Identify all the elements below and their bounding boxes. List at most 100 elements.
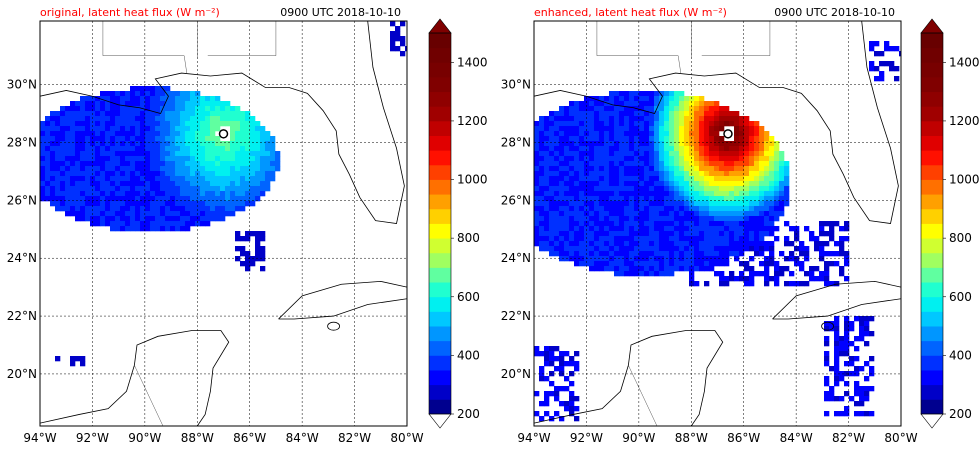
- flux-cell: [834, 251, 840, 257]
- flux-cell: [704, 221, 710, 227]
- flux-cell: [834, 371, 840, 377]
- flux-cell: [724, 216, 730, 222]
- flux-cell: [250, 121, 256, 127]
- flux-cell: [744, 186, 750, 192]
- flux-cell: [769, 211, 775, 217]
- flux-cell: [115, 206, 121, 212]
- flux-cell: [549, 351, 555, 357]
- flux-cell: [579, 111, 585, 117]
- flux-cell: [739, 211, 745, 217]
- flux-cell: [95, 111, 101, 117]
- flux-cell: [190, 206, 196, 212]
- flux-cell: [175, 131, 181, 137]
- flux-cell: [100, 121, 106, 127]
- flux-cell: [599, 151, 605, 157]
- flux-cell: [669, 266, 675, 272]
- flux-cell: [205, 121, 211, 127]
- flux-cell: [729, 206, 735, 212]
- flux-cell: [40, 146, 46, 152]
- flux-cell: [130, 166, 136, 172]
- flux-cell: [65, 111, 71, 117]
- flux-cell: [859, 326, 865, 332]
- flux-cell: [160, 206, 166, 212]
- flux-cell: [45, 141, 51, 147]
- flux-cell: [774, 271, 780, 277]
- flux-cell: [854, 366, 860, 372]
- y-tick-label: 22°N: [501, 309, 531, 323]
- flux-cell: [639, 126, 645, 132]
- flux-cell: [684, 226, 690, 232]
- flux-cell: [260, 191, 266, 197]
- flux-cell: [130, 216, 136, 222]
- flux-cell: [240, 206, 246, 212]
- flux-cell: [659, 131, 665, 137]
- flux-cell: [614, 221, 620, 227]
- flux-cell: [739, 206, 745, 212]
- flux-cell: [544, 391, 550, 397]
- flux-cell: [60, 196, 66, 202]
- flux-cell: [544, 396, 550, 402]
- flux-cell: [574, 351, 580, 357]
- flux-cell: [559, 171, 565, 177]
- flux-cell: [50, 191, 56, 197]
- flux-cell: [574, 101, 580, 107]
- flux-cell: [210, 206, 216, 212]
- flux-cell: [235, 181, 241, 187]
- flux-cell: [604, 121, 610, 127]
- flux-cell: [594, 101, 600, 107]
- flux-cell: [95, 101, 101, 107]
- flux-cell: [689, 121, 695, 127]
- flux-cell: [554, 126, 560, 132]
- panel-title: enhanced, latent heat flux (W m⁻²): [534, 6, 727, 19]
- flux-cell: [659, 141, 665, 147]
- flux-cell: [639, 271, 645, 277]
- flux-cell: [869, 41, 875, 47]
- flux-cell: [664, 111, 670, 117]
- flux-cell: [105, 166, 111, 172]
- flux-cell: [739, 146, 745, 152]
- flux-cell: [734, 131, 740, 137]
- flux-cell: [594, 221, 600, 227]
- flux-cell: [704, 226, 710, 232]
- flux-cell: [859, 331, 865, 337]
- flux-cell: [654, 196, 660, 202]
- flux-cell: [225, 101, 231, 107]
- flux-cell: [829, 386, 835, 392]
- flux-cell: [759, 271, 765, 277]
- flux-cell: [165, 151, 171, 157]
- flux-cell: [644, 146, 650, 152]
- flux-cell: [574, 206, 580, 212]
- flux-cell: [135, 166, 141, 172]
- flux-cell: [554, 151, 560, 157]
- flux-cell: [749, 271, 755, 277]
- flux-cell: [624, 271, 630, 277]
- flux-cell: [165, 136, 171, 142]
- flux-cell: [679, 266, 685, 272]
- flux-cell: [724, 226, 730, 232]
- flux-cell: [754, 271, 760, 277]
- flux-cell: [804, 281, 810, 287]
- flux-cell: [120, 146, 126, 152]
- flux-cell: [859, 366, 865, 372]
- flux-cell: [175, 151, 181, 157]
- colorbar-band: [921, 106, 943, 122]
- flux-cell: [40, 156, 46, 162]
- flux-cell: [824, 231, 830, 237]
- flux-cell: [190, 126, 196, 132]
- flux-cell: [105, 221, 111, 227]
- flux-cell: [679, 146, 685, 152]
- flux-cell: [689, 106, 695, 112]
- flux-cell: [614, 226, 620, 232]
- flux-cell: [649, 196, 655, 202]
- flux-cell: [729, 156, 735, 162]
- flux-cell: [125, 131, 131, 137]
- flux-cell: [534, 221, 540, 227]
- flux-cell: [559, 161, 565, 167]
- flux-cell: [559, 231, 565, 237]
- flux-cell: [559, 156, 565, 162]
- flux-cell: [689, 271, 695, 277]
- flux-cell: [539, 166, 545, 172]
- flux-cell: [185, 131, 191, 137]
- flux-cell: [674, 116, 680, 122]
- flux-cell: [160, 91, 166, 97]
